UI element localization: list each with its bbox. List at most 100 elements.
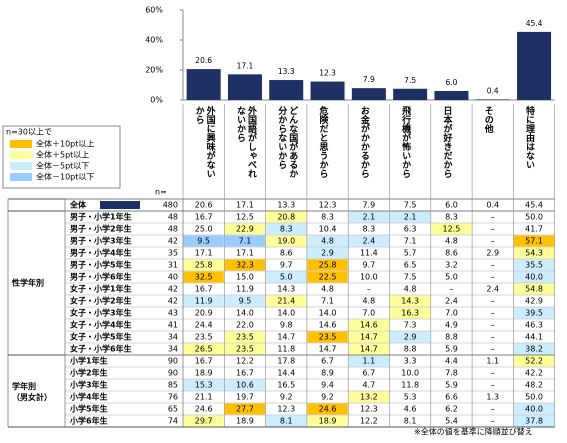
cell-highlight: [224, 295, 266, 307]
footnote: ※全体の値を基準に降順並び替え: [414, 427, 533, 437]
n-value: 480: [163, 201, 178, 210]
value-label: 45.4: [526, 19, 543, 28]
cell: –: [491, 417, 495, 426]
cell: 57.1: [525, 237, 543, 246]
cell: 14.7: [360, 333, 378, 342]
cell-highlight: [513, 247, 555, 259]
category-label: 危険だと思うから: [317, 106, 328, 178]
cell: 23.5: [236, 333, 254, 342]
cell: 32.5: [195, 273, 213, 282]
cell: 11.9: [236, 285, 254, 294]
category-label: 特に理由はない: [524, 106, 535, 169]
cell: 2.9: [404, 333, 417, 342]
cell: 23.5: [195, 333, 213, 342]
n-value: 34: [168, 345, 178, 354]
n-value: 35: [168, 249, 178, 258]
bar: [434, 91, 469, 100]
cell: 1.1: [486, 357, 499, 366]
cell: 13.3: [277, 201, 295, 210]
cell-highlight: [348, 235, 389, 247]
cell: 8.1: [280, 417, 293, 426]
cell-highlight: [307, 403, 348, 415]
group-label: 学年別（男女計）: [12, 381, 52, 402]
row-label: 女子・小学3年生: [70, 308, 132, 318]
cell-highlight: [183, 235, 224, 247]
cell: 7.5: [404, 201, 417, 210]
legend-label: 全体－5pt以下: [36, 161, 89, 171]
cell: 7.9: [362, 201, 375, 210]
cell-highlight: [390, 211, 431, 223]
cell: 6.5: [404, 261, 417, 270]
y-tick-label: 0%: [150, 96, 163, 105]
cell-highlight: [348, 211, 389, 223]
bar: [227, 74, 262, 100]
legend-swatch: [10, 151, 32, 159]
cell-highlight: [513, 283, 555, 295]
cell: –: [491, 237, 495, 246]
cell-highlight: [183, 379, 224, 391]
value-label: 0.4: [487, 86, 499, 95]
cell: 4.8: [321, 237, 334, 246]
cell: 14.0: [319, 309, 337, 318]
cell: 12.2: [360, 417, 378, 426]
n-value: 34: [168, 333, 178, 342]
cell: 22.5: [319, 273, 337, 282]
cell: 50.0: [525, 213, 543, 222]
cell: –: [491, 225, 495, 234]
cell-highlight: [390, 295, 431, 307]
cell-highlight: [307, 247, 348, 259]
cell: 2.1: [362, 213, 375, 222]
value-label: 7.5: [404, 76, 416, 85]
cell: 19.0: [277, 237, 295, 246]
cell-highlight: [307, 235, 348, 247]
cell: 6.6: [445, 393, 458, 402]
cell-highlight: [183, 415, 224, 427]
n-value: 74: [168, 417, 178, 426]
n-value: 90: [168, 357, 178, 366]
cell: 5.9: [445, 381, 458, 390]
cell-highlight: [266, 271, 307, 283]
cell: 5.9: [445, 345, 458, 354]
cell: 9.5: [239, 297, 252, 306]
cell: 4.6: [404, 405, 417, 414]
cell: 24.6: [319, 405, 337, 414]
cell-highlight: [513, 415, 555, 427]
cell: –: [491, 213, 495, 222]
cell: 7.0: [445, 309, 458, 318]
cell: 7.3: [404, 321, 417, 330]
cell: 4.8: [362, 297, 375, 306]
value-label: 12.3: [319, 69, 336, 78]
legend-title: n=30以上で: [6, 128, 52, 137]
cell: 26.5: [195, 345, 213, 354]
cell: 15.0: [236, 273, 254, 282]
cell: 19.7: [236, 393, 254, 402]
cell-highlight: [183, 271, 224, 283]
cell: 8.8: [445, 333, 458, 342]
cell: –: [491, 261, 495, 270]
cell: 7.1: [321, 297, 334, 306]
y-tick-label: 60%: [145, 6, 163, 15]
cell: 40.0: [525, 273, 543, 282]
cell: 3.3: [404, 357, 417, 366]
cell: 24.6: [195, 405, 213, 414]
cell: 2.4: [445, 297, 458, 306]
cell: 8.8: [404, 345, 417, 354]
cell: 14.0: [236, 309, 254, 318]
cell: 54.3: [525, 249, 543, 258]
cell: 7.5: [404, 273, 417, 282]
cell: 4.8: [404, 285, 417, 294]
category-label: お金がかかるから: [358, 106, 369, 178]
cell-highlight: [513, 403, 555, 415]
cell: 23.5: [236, 345, 254, 354]
cell: 2.4: [362, 237, 375, 246]
cell: 9.8: [280, 321, 293, 330]
category-label: どんな国があるか分からないから: [276, 106, 298, 178]
cell: 25.8: [195, 261, 213, 270]
cell: 9.5: [197, 237, 210, 246]
category-label: 外国に興味がないから: [193, 106, 215, 178]
cell: 12.5: [443, 225, 461, 234]
cell: 14.3: [277, 285, 295, 294]
legend-swatch: [10, 173, 32, 181]
cell: 17.1: [236, 249, 254, 258]
cell: 12.3: [277, 405, 295, 414]
